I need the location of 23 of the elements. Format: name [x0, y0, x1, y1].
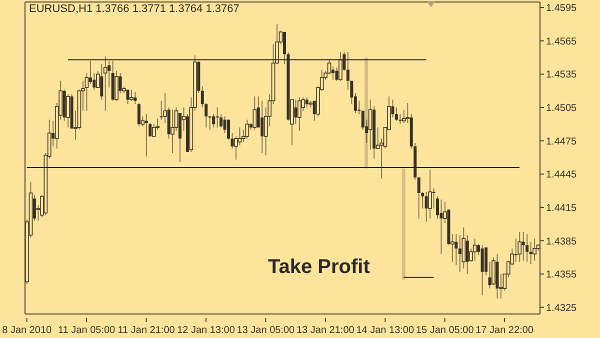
x-tick-label: 12 Jan 13:00	[177, 325, 236, 336]
y-tick-label: 1.4505	[546, 103, 578, 114]
y-tick-label: 1.4445	[546, 170, 578, 181]
x-tick-label: 8 Jan 2010	[2, 325, 52, 336]
x-tick-label: 11 Jan 21:00	[118, 325, 176, 336]
x-tick-label: 15 Jan 05:00	[416, 325, 474, 336]
x-tick-label: 11 Jan 05:00	[58, 325, 116, 336]
y-tick-label: 1.4355	[546, 270, 578, 281]
x-tick-label: 13 Jan 05:00	[236, 325, 296, 336]
chart-title: EURUSD,H1 1.3766 1.3771 1.3764 1.3767	[29, 3, 240, 15]
x-tick-label: 13 Jan 21:00	[296, 325, 355, 336]
annotation: Take Profit	[268, 256, 370, 279]
y-tick-label: 1.4385	[546, 236, 578, 248]
y-tick-label: 1.4535	[546, 70, 578, 81]
y-tick-label: 1.4565	[546, 36, 578, 48]
candlestick	[148, 122, 152, 137]
x-tick-label: 14 Jan 13:00	[356, 325, 414, 336]
x-tick-label: 17 Jan 22:00	[476, 325, 534, 336]
y-tick-label: 1.4415	[546, 202, 578, 214]
y-tick-label: 1.4475	[546, 136, 578, 148]
y-tick-label: 1.4595	[546, 3, 578, 14]
y-tick-label: 1.4325	[546, 302, 578, 314]
candlestick	[227, 119, 230, 140]
